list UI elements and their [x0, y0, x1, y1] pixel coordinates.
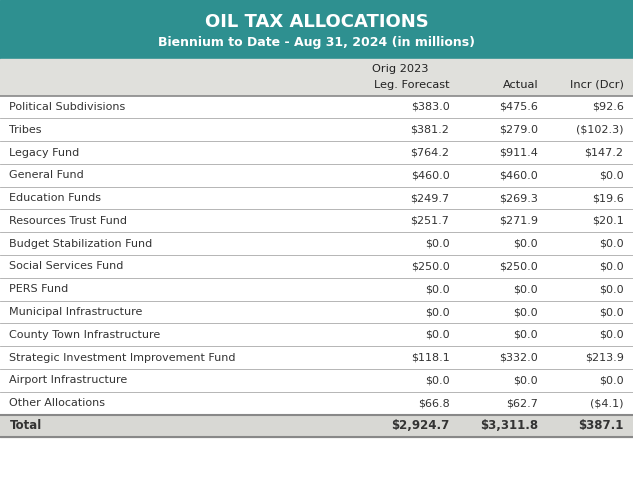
- Text: $250.0: $250.0: [499, 262, 538, 271]
- Text: $62.7: $62.7: [506, 398, 538, 408]
- Text: $0.0: $0.0: [425, 330, 449, 340]
- Text: $147.2: $147.2: [584, 147, 624, 157]
- Text: $0.0: $0.0: [425, 239, 449, 248]
- Text: $19.6: $19.6: [592, 193, 624, 203]
- Text: Political Subdivisions: Political Subdivisions: [9, 102, 126, 112]
- Text: Incr (Dcr): Incr (Dcr): [570, 79, 624, 90]
- Text: $3,311.8: $3,311.8: [480, 419, 538, 433]
- Text: $0.0: $0.0: [513, 375, 538, 385]
- Text: $764.2: $764.2: [410, 147, 449, 157]
- Text: $0.0: $0.0: [599, 171, 624, 180]
- Text: $0.0: $0.0: [599, 330, 624, 340]
- Text: Education Funds: Education Funds: [9, 193, 101, 203]
- Text: $249.7: $249.7: [410, 193, 449, 203]
- Text: $250.0: $250.0: [411, 262, 449, 271]
- Text: $0.0: $0.0: [513, 284, 538, 294]
- Text: $475.6: $475.6: [499, 102, 538, 112]
- Text: Actual: Actual: [503, 79, 538, 90]
- Text: OIL TAX ALLOCATIONS: OIL TAX ALLOCATIONS: [204, 13, 429, 31]
- Text: $332.0: $332.0: [499, 353, 538, 363]
- Text: Social Services Fund: Social Services Fund: [9, 262, 124, 271]
- Text: $20.1: $20.1: [592, 216, 624, 226]
- Text: Budget Stabilization Fund: Budget Stabilization Fund: [9, 239, 153, 248]
- Text: $0.0: $0.0: [425, 307, 449, 317]
- Text: $251.7: $251.7: [411, 216, 449, 226]
- Text: $383.0: $383.0: [411, 102, 449, 112]
- Text: $0.0: $0.0: [513, 307, 538, 317]
- Text: $0.0: $0.0: [599, 262, 624, 271]
- Text: $213.9: $213.9: [585, 353, 624, 363]
- Text: General Fund: General Fund: [9, 171, 84, 180]
- Text: Total: Total: [9, 419, 42, 433]
- Text: $271.9: $271.9: [499, 216, 538, 226]
- Text: Legacy Fund: Legacy Fund: [9, 147, 80, 157]
- Text: Tribes: Tribes: [9, 125, 42, 135]
- Text: $381.2: $381.2: [411, 125, 449, 135]
- Text: $2,924.7: $2,924.7: [391, 419, 449, 433]
- Text: Other Allocations: Other Allocations: [9, 398, 106, 408]
- Text: Municipal Infrastructure: Municipal Infrastructure: [9, 307, 143, 317]
- Text: $269.3: $269.3: [499, 193, 538, 203]
- Text: PERS Fund: PERS Fund: [9, 284, 69, 294]
- Text: Airport Infrastructure: Airport Infrastructure: [9, 375, 128, 385]
- Text: County Town Infrastructure: County Town Infrastructure: [9, 330, 161, 340]
- Text: $118.1: $118.1: [411, 353, 449, 363]
- Text: Leg. Forecast: Leg. Forecast: [374, 79, 449, 90]
- Text: $92.6: $92.6: [592, 102, 624, 112]
- Text: $0.0: $0.0: [599, 284, 624, 294]
- Text: Strategic Investment Improvement Fund: Strategic Investment Improvement Fund: [9, 353, 236, 363]
- Text: ($4.1): ($4.1): [590, 398, 624, 408]
- Text: Orig 2023: Orig 2023: [372, 64, 429, 74]
- Text: $911.4: $911.4: [499, 147, 538, 157]
- Text: $279.0: $279.0: [499, 125, 538, 135]
- Text: $0.0: $0.0: [425, 284, 449, 294]
- Text: $0.0: $0.0: [599, 375, 624, 385]
- Text: $0.0: $0.0: [513, 239, 538, 248]
- Text: $0.0: $0.0: [599, 239, 624, 248]
- Text: $0.0: $0.0: [513, 330, 538, 340]
- Text: $387.1: $387.1: [578, 419, 624, 433]
- Text: $460.0: $460.0: [499, 171, 538, 180]
- Text: $460.0: $460.0: [411, 171, 449, 180]
- Text: $66.8: $66.8: [418, 398, 449, 408]
- Text: $0.0: $0.0: [425, 375, 449, 385]
- Text: Resources Trust Fund: Resources Trust Fund: [9, 216, 127, 226]
- Text: Biennium to Date - Aug 31, 2024 (in millions): Biennium to Date - Aug 31, 2024 (in mill…: [158, 36, 475, 49]
- Text: $0.0: $0.0: [599, 307, 624, 317]
- Text: ($102.3): ($102.3): [576, 125, 624, 135]
